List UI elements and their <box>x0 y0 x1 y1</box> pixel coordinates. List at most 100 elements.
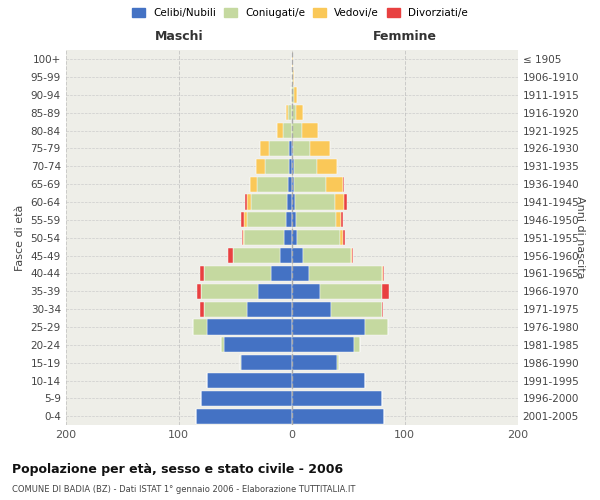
Y-axis label: Fasce di età: Fasce di età <box>15 204 25 271</box>
Bar <box>258 284 292 299</box>
Bar <box>350 248 352 263</box>
Bar <box>287 194 292 210</box>
Bar <box>292 355 337 370</box>
Bar <box>257 176 289 192</box>
Bar <box>302 123 318 138</box>
Bar <box>200 266 203 281</box>
Bar <box>292 212 296 228</box>
Bar <box>277 123 283 138</box>
Bar <box>244 230 284 246</box>
Bar <box>320 284 382 299</box>
Bar <box>292 123 302 138</box>
Text: Femmine: Femmine <box>373 30 437 43</box>
Bar <box>292 230 298 246</box>
Bar <box>383 266 385 281</box>
Bar <box>202 391 292 406</box>
Bar <box>293 70 294 84</box>
Bar <box>271 266 292 281</box>
Bar <box>229 248 233 263</box>
Bar <box>331 302 382 316</box>
Bar <box>293 141 310 156</box>
Bar <box>292 337 354 352</box>
Bar <box>344 194 347 210</box>
Bar <box>292 373 365 388</box>
Bar <box>295 194 335 210</box>
Bar <box>294 159 317 174</box>
Bar <box>207 373 292 388</box>
Bar <box>280 248 292 263</box>
Bar <box>292 320 365 334</box>
Bar <box>233 248 280 263</box>
Bar <box>292 88 294 102</box>
Bar <box>292 266 309 281</box>
Bar <box>247 194 251 210</box>
Bar <box>265 159 289 174</box>
Bar <box>251 194 287 210</box>
Bar <box>292 52 293 67</box>
Bar <box>292 284 320 299</box>
Bar <box>260 141 269 156</box>
Bar <box>283 123 292 138</box>
Bar <box>292 141 293 156</box>
Bar <box>298 230 340 246</box>
Bar <box>224 337 292 352</box>
Bar <box>197 284 202 299</box>
Bar <box>340 230 343 246</box>
Bar <box>382 266 383 281</box>
Bar <box>343 176 344 192</box>
Bar <box>286 212 292 228</box>
Bar <box>354 337 359 352</box>
Bar <box>292 70 293 84</box>
Bar <box>284 230 292 246</box>
Bar <box>292 105 296 120</box>
Bar <box>243 230 244 246</box>
Legend: Celibi/Nubili, Coniugati/e, Vedovi/e, Divorziati/e: Celibi/Nubili, Coniugati/e, Vedovi/e, Di… <box>129 5 471 21</box>
Bar <box>247 302 292 316</box>
Bar <box>250 176 257 192</box>
Bar <box>242 230 243 246</box>
Bar <box>241 355 292 370</box>
Bar <box>196 408 292 424</box>
Bar <box>289 105 292 120</box>
Text: Maschi: Maschi <box>154 30 203 43</box>
Y-axis label: Anni di nascita: Anni di nascita <box>575 196 585 279</box>
Bar <box>289 159 292 174</box>
Bar <box>292 248 303 263</box>
Bar <box>244 212 247 228</box>
Bar <box>292 159 294 174</box>
Bar <box>289 176 292 192</box>
Bar <box>193 320 207 334</box>
Bar <box>240 355 241 370</box>
Bar <box>286 105 289 120</box>
Bar <box>292 302 331 316</box>
Bar <box>292 194 295 210</box>
Bar <box>292 391 382 406</box>
Bar <box>203 302 247 316</box>
Bar <box>292 176 294 192</box>
Bar <box>247 212 286 228</box>
Bar <box>221 337 224 352</box>
Bar <box>365 320 388 334</box>
Bar <box>256 159 265 174</box>
Bar <box>202 284 258 299</box>
Bar <box>352 248 353 263</box>
Bar <box>382 284 389 299</box>
Bar <box>203 266 271 281</box>
Bar <box>336 212 341 228</box>
Bar <box>335 194 344 210</box>
Bar <box>317 159 337 174</box>
Bar <box>292 408 385 424</box>
Text: COMUNE DI BADIA (BZ) - Dati ISTAT 1° gennaio 2006 - Elaborazione TUTTITALIA.IT: COMUNE DI BADIA (BZ) - Dati ISTAT 1° gen… <box>12 485 355 494</box>
Bar <box>341 212 343 228</box>
Bar <box>296 212 336 228</box>
Bar <box>310 141 330 156</box>
Bar <box>326 176 343 192</box>
Bar <box>296 105 303 120</box>
Bar <box>294 88 298 102</box>
Bar <box>289 141 292 156</box>
Bar <box>337 355 339 370</box>
Bar <box>269 141 289 156</box>
Bar <box>245 194 247 210</box>
Bar <box>200 302 203 316</box>
Bar <box>294 176 326 192</box>
